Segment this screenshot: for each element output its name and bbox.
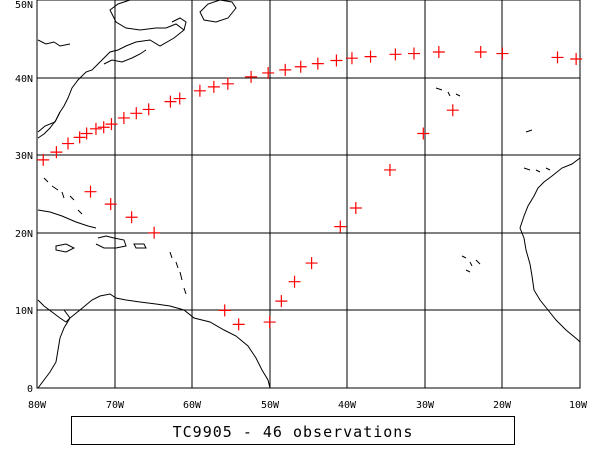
observation-marker <box>263 316 276 329</box>
observation-marker <box>173 92 186 105</box>
observation-marker <box>288 275 301 288</box>
graticule <box>36 0 581 389</box>
lat-tick-label: 10N <box>15 306 33 317</box>
observation-marker <box>125 211 138 224</box>
nova-scotia-coast <box>103 49 147 65</box>
observation-marker <box>279 63 292 76</box>
observation-marker <box>221 77 234 90</box>
north-america-coast <box>37 0 185 133</box>
observation-marker <box>446 104 459 117</box>
observation-marker <box>389 48 402 61</box>
observation-marker <box>232 318 245 331</box>
south-america-coast <box>37 293 271 389</box>
observation-marker <box>417 127 430 140</box>
lesser-antilles <box>169 251 187 295</box>
observation-marker <box>570 52 583 65</box>
observation-marker <box>311 57 324 70</box>
lon-tick-label: 10W <box>569 400 588 411</box>
gulf-st-lawrence-coast <box>37 39 71 47</box>
lon-tick-label: 40W <box>338 400 357 411</box>
observation-marker <box>330 54 343 67</box>
observation-marker <box>164 95 177 108</box>
observation-marker <box>50 146 63 159</box>
lon-tick-label: 20W <box>493 400 512 411</box>
lon-tick-labels: 80W 70W 60W 50W 40W 30W 20W 10W <box>28 400 588 411</box>
observation-marker <box>551 51 564 64</box>
observation-marker <box>148 226 161 239</box>
observation-marker <box>73 131 86 144</box>
observation-marker <box>383 163 396 176</box>
observation-marker <box>305 257 318 270</box>
observation-markers <box>37 45 583 331</box>
puerto-rico-coast <box>133 243 147 249</box>
africa-coast <box>519 157 581 343</box>
lon-tick-label: 30W <box>416 400 435 411</box>
lat-tick-labels: 0 10N 20N 30N 40N 50N <box>15 0 33 395</box>
observation-marker <box>117 111 130 124</box>
coastlines <box>37 0 581 389</box>
lon-tick-label: 70W <box>106 400 125 411</box>
observation-marker <box>275 295 288 308</box>
observation-marker <box>496 47 509 60</box>
observation-marker <box>80 127 93 140</box>
observation-marker <box>62 137 75 150</box>
observation-marker <box>89 122 102 135</box>
carolina-coast <box>37 111 61 139</box>
observation-marker <box>245 70 258 83</box>
observation-marker <box>294 60 307 73</box>
map-frame <box>36 0 581 389</box>
canary-islands <box>523 167 551 173</box>
lat-tick-label: 0 <box>27 384 33 395</box>
lon-tick-label: 50W <box>261 400 280 411</box>
hispaniola-coast <box>95 235 127 249</box>
caption-box: TC9905 - 46 observations <box>71 416 515 445</box>
observation-marker <box>364 50 377 63</box>
greenland-coast <box>199 0 237 23</box>
observation-marker <box>218 304 231 317</box>
observation-marker <box>345 52 358 65</box>
azores-islands <box>435 87 461 97</box>
lat-tick-label: 40N <box>15 74 33 85</box>
bahamas-islands <box>43 177 83 215</box>
lon-tick-label: 60W <box>183 400 202 411</box>
lat-tick-label: 20N <box>15 229 33 240</box>
madeira-islands <box>525 129 533 133</box>
observation-marker <box>97 121 110 134</box>
observation-marker <box>432 45 445 58</box>
caption-text: TC9905 - 46 observations <box>172 423 414 441</box>
observation-marker <box>84 185 97 198</box>
observation-marker <box>207 80 220 93</box>
lat-tick-label: 30N <box>15 151 33 162</box>
observation-marker <box>334 220 347 233</box>
observation-marker <box>407 47 420 60</box>
newfoundland-coast <box>171 17 187 31</box>
observation-marker <box>474 45 487 58</box>
observation-marker <box>104 198 117 211</box>
observation-marker <box>349 201 362 214</box>
observation-marker <box>130 107 143 120</box>
observation-marker <box>142 103 155 116</box>
lat-tick-label: 50N <box>15 0 33 11</box>
observation-marker <box>37 153 50 166</box>
jamaica-coast <box>55 243 76 253</box>
observation-marker <box>262 66 275 79</box>
observation-marker <box>105 118 118 131</box>
cuba-coast <box>37 209 97 229</box>
observation-marker <box>193 84 206 97</box>
lon-tick-label: 80W <box>28 400 47 411</box>
cape-verde-islands <box>461 255 481 273</box>
